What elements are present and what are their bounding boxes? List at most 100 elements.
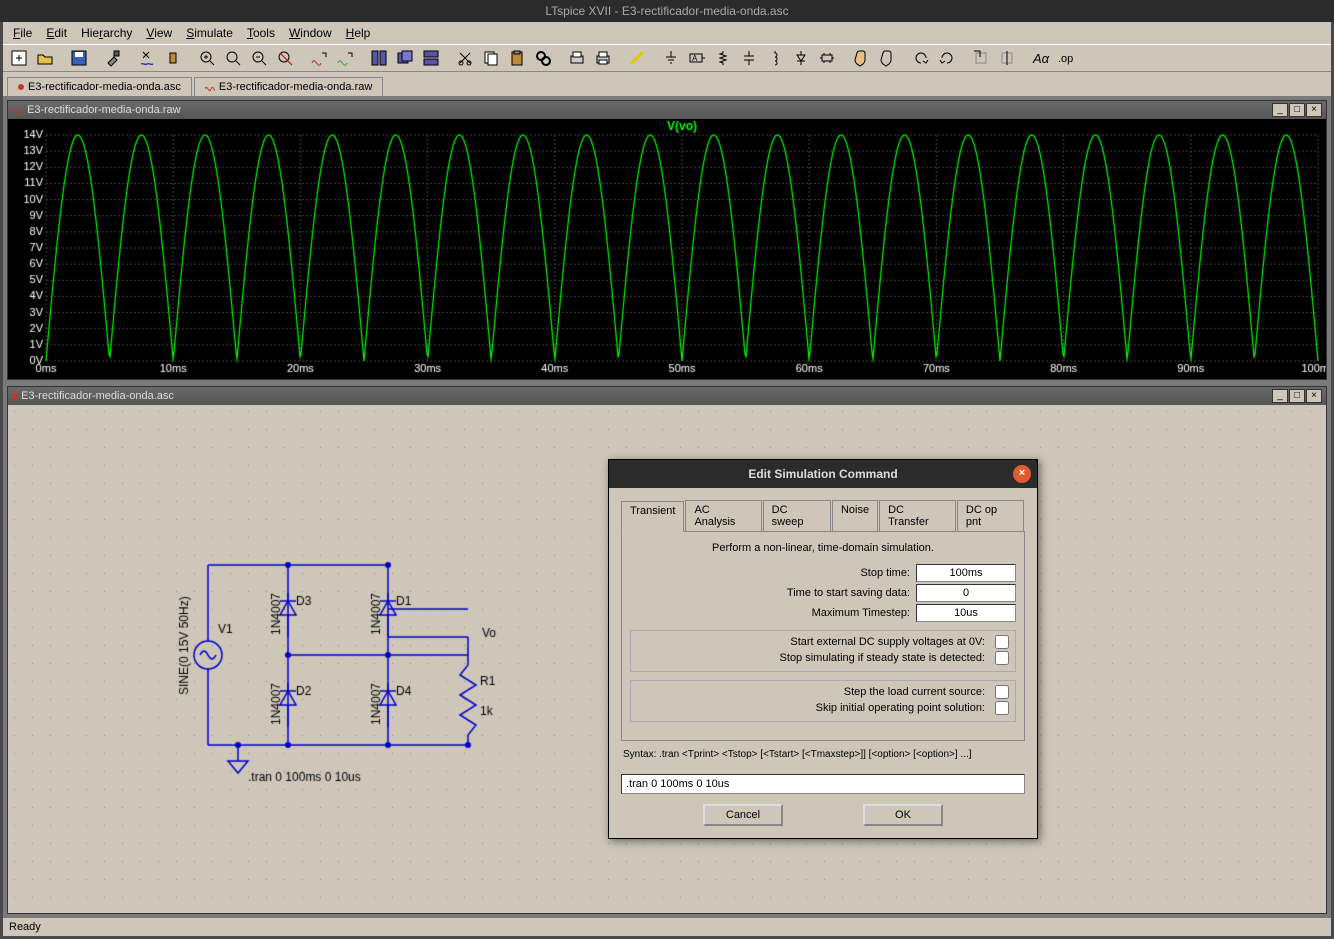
tile-windows-icon[interactable] bbox=[367, 46, 391, 70]
dialog-description: Perform a non-linear, time-domain simula… bbox=[630, 542, 1016, 554]
zoom-fit-icon[interactable] bbox=[273, 46, 297, 70]
dialog-tabs: Transient AC Analysis DC sweep Noise DC … bbox=[621, 500, 1025, 531]
skip-initial-checkbox[interactable] bbox=[995, 701, 1009, 715]
waveform-tab-icon bbox=[205, 83, 215, 91]
component-icon[interactable] bbox=[815, 46, 839, 70]
cancel-button[interactable]: Cancel bbox=[703, 804, 783, 826]
tab-dc-sweep[interactable]: DC sweep bbox=[763, 500, 831, 531]
close-window-icon[interactable] bbox=[419, 46, 443, 70]
mirror-icon[interactable] bbox=[995, 46, 1019, 70]
open-icon[interactable] bbox=[33, 46, 57, 70]
waveform-window: E3-rectificador-media-onda.raw _ □ × bbox=[7, 100, 1327, 380]
paste-icon[interactable] bbox=[505, 46, 529, 70]
stop-steady-label: Stop simulating if steady state is detec… bbox=[637, 652, 991, 664]
tab-ac-analysis[interactable]: AC Analysis bbox=[685, 500, 761, 531]
schematic-window-titlebar[interactable]: E3-rectificador-media-onda.asc _ □ × bbox=[8, 387, 1326, 405]
zoom-in-icon[interactable] bbox=[195, 46, 219, 70]
edit-sim-cmd-dialog: Edit Simulation Command × Transient AC A… bbox=[608, 459, 1038, 839]
start-ext-dc-checkbox[interactable] bbox=[995, 635, 1009, 649]
stop-time-label: Stop time: bbox=[630, 567, 916, 579]
ground-icon[interactable] bbox=[659, 46, 683, 70]
text-icon[interactable]: Aα bbox=[1029, 46, 1053, 70]
dialog-panel: Perform a non-linear, time-domain simula… bbox=[621, 531, 1025, 741]
tab-noise[interactable]: Noise bbox=[832, 500, 878, 531]
stop-time-input[interactable] bbox=[916, 564, 1016, 582]
autorange-y-icon[interactable] bbox=[333, 46, 357, 70]
cascade-windows-icon[interactable] bbox=[393, 46, 417, 70]
minimize-button[interactable]: _ bbox=[1272, 103, 1288, 117]
svg-text:.op: .op bbox=[1058, 53, 1073, 65]
menu-file[interactable]: File bbox=[7, 24, 38, 42]
file-tab-schematic[interactable]: E3-rectificador-media-onda.asc bbox=[7, 77, 192, 96]
print-icon[interactable] bbox=[565, 46, 589, 70]
toolbar: A Aα .op bbox=[3, 44, 1331, 72]
command-input[interactable] bbox=[621, 774, 1025, 794]
svg-text:A: A bbox=[692, 54, 698, 63]
dialog-close-button[interactable]: × bbox=[1013, 465, 1031, 483]
minimize-button[interactable]: _ bbox=[1272, 389, 1288, 403]
close-button[interactable]: × bbox=[1306, 103, 1322, 117]
tab-dc-op-pnt[interactable]: DC op pnt bbox=[957, 500, 1024, 531]
waveform-window-title: E3-rectificador-media-onda.raw bbox=[27, 104, 180, 116]
inductor-icon[interactable] bbox=[763, 46, 787, 70]
step-load-checkbox[interactable] bbox=[995, 685, 1009, 699]
capacitor-icon[interactable] bbox=[737, 46, 761, 70]
schematic-window-title: E3-rectificador-media-onda.asc bbox=[21, 390, 174, 402]
skip-initial-label: Skip initial operating point solution: bbox=[637, 702, 991, 714]
diode-icon[interactable] bbox=[789, 46, 813, 70]
maximize-button[interactable]: □ bbox=[1289, 103, 1305, 117]
autorange-x-icon[interactable] bbox=[307, 46, 331, 70]
maximize-button[interactable]: □ bbox=[1289, 389, 1305, 403]
waveform-window-titlebar[interactable]: E3-rectificador-media-onda.raw _ □ × bbox=[8, 101, 1326, 119]
spice-directive-icon[interactable]: .op bbox=[1055, 46, 1079, 70]
redo-icon[interactable] bbox=[935, 46, 959, 70]
dialog-titlebar[interactable]: Edit Simulation Command × bbox=[609, 460, 1037, 488]
svg-text:Aα: Aα bbox=[1032, 51, 1050, 66]
find-icon[interactable] bbox=[531, 46, 555, 70]
copy-icon[interactable] bbox=[479, 46, 503, 70]
ok-button[interactable]: OK bbox=[863, 804, 943, 826]
schematic-area[interactable]: Edit Simulation Command × Transient AC A… bbox=[8, 405, 1326, 913]
work-area: E3-rectificador-media-onda.raw _ □ × E3-… bbox=[3, 96, 1331, 918]
pan-icon[interactable] bbox=[221, 46, 245, 70]
drag-icon[interactable] bbox=[875, 46, 899, 70]
menu-simulate[interactable]: Simulate bbox=[180, 24, 239, 42]
syntax-hint: Syntax: .tran <Tprint> <Tstop> [<Tstart>… bbox=[623, 749, 1023, 760]
hammer-icon[interactable] bbox=[101, 46, 125, 70]
menu-hierarchy[interactable]: Hierarchy bbox=[75, 24, 138, 42]
rotate-icon[interactable] bbox=[969, 46, 993, 70]
print-setup-icon[interactable] bbox=[591, 46, 615, 70]
label-net-icon[interactable]: A bbox=[685, 46, 709, 70]
tab-dc-transfer[interactable]: DC Transfer bbox=[879, 500, 956, 531]
start-save-input[interactable] bbox=[916, 584, 1016, 602]
dialog-title: Edit Simulation Command bbox=[748, 467, 897, 481]
file-tab-waveform[interactable]: E3-rectificador-media-onda.raw bbox=[194, 77, 383, 96]
cut-icon[interactable] bbox=[453, 46, 477, 70]
save-icon[interactable] bbox=[67, 46, 91, 70]
status-bar: Ready bbox=[3, 918, 1331, 936]
max-step-label: Maximum Timestep: bbox=[630, 607, 916, 619]
file-tab-label: E3-rectificador-media-onda.raw bbox=[219, 81, 372, 93]
move-icon[interactable] bbox=[849, 46, 873, 70]
tab-transient[interactable]: Transient bbox=[621, 501, 684, 532]
resistor-icon[interactable] bbox=[711, 46, 735, 70]
plot-area[interactable] bbox=[8, 119, 1326, 379]
draw-wire-icon[interactable] bbox=[625, 46, 649, 70]
stop-steady-checkbox[interactable] bbox=[995, 651, 1009, 665]
new-schematic-icon[interactable] bbox=[7, 46, 31, 70]
max-step-input[interactable] bbox=[916, 604, 1016, 622]
menu-edit[interactable]: Edit bbox=[40, 24, 73, 42]
schematic-tab-icon bbox=[18, 84, 24, 90]
menu-window[interactable]: Window bbox=[283, 24, 338, 42]
undo-icon[interactable] bbox=[909, 46, 933, 70]
zoom-out-icon[interactable] bbox=[247, 46, 271, 70]
close-button[interactable]: × bbox=[1306, 389, 1322, 403]
menu-help[interactable]: Help bbox=[340, 24, 377, 42]
menu-tools[interactable]: Tools bbox=[241, 24, 281, 42]
waveform-canvas[interactable] bbox=[8, 119, 1326, 379]
file-tabstrip: E3-rectificador-media-onda.asc E3-rectif… bbox=[3, 72, 1331, 96]
run-icon[interactable] bbox=[135, 46, 159, 70]
menu-view[interactable]: View bbox=[140, 24, 178, 42]
halt-icon[interactable] bbox=[161, 46, 185, 70]
start-ext-dc-label: Start external DC supply voltages at 0V: bbox=[637, 636, 991, 648]
